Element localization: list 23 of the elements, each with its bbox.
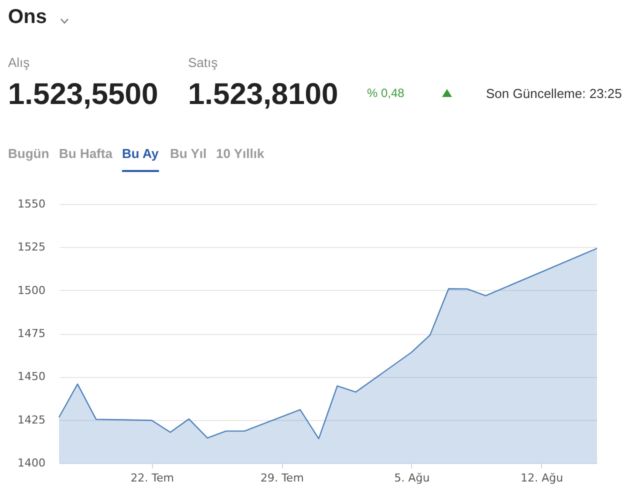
chart-title: Ons [8, 6, 47, 29]
text: Bugün [8, 146, 50, 161]
y-tick-label: 1500 [18, 284, 46, 297]
x-tick-label: 22. Tem [130, 472, 174, 484]
y-tick-label: 1400 [18, 456, 46, 470]
text: Alış [8, 55, 30, 70]
text: 10 Yıllık [216, 146, 264, 161]
text: Son Güncelleme: 23:25 [486, 86, 622, 101]
text: Bu Hafta [59, 146, 112, 161]
text: 1.523,5500 [8, 78, 158, 112]
text: % 0,48 [367, 86, 404, 100]
text: Bu Ay [122, 146, 159, 161]
x-tick-label: 12. Ağu [520, 472, 564, 484]
y-tick-label: 1425 [18, 413, 46, 426]
text: Satış [188, 55, 218, 70]
y-tick-label: 1525 [18, 240, 46, 254]
y-tick-label: 1475 [18, 327, 46, 340]
x-tick-label: 29. Tem [260, 472, 304, 484]
text: 1.523,8100 [188, 78, 338, 112]
x-tick-label: 5. Ağu [394, 472, 430, 484]
y-tick-label: 1550 [18, 198, 46, 210]
y-tick-label: 1450 [18, 370, 46, 384]
text: Bu Yıl [170, 146, 207, 161]
